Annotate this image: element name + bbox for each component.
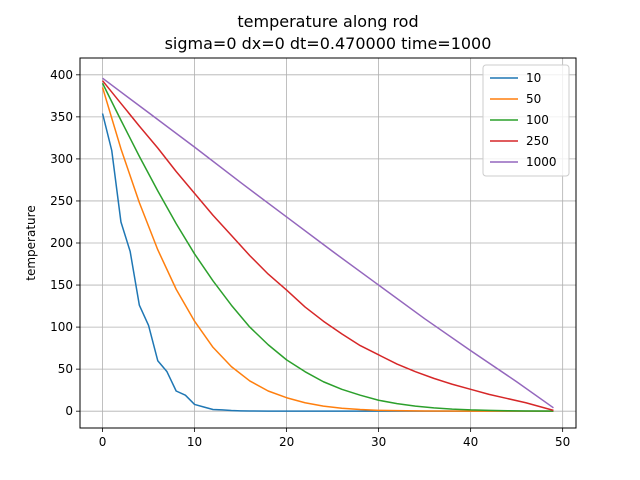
axis-ticks: 0 10 20 30 40 50 0 50 100 150 200 250 300 350 400 xyxy=(50,68,570,449)
series-lines xyxy=(101,77,554,412)
x-tick-label: 40 xyxy=(463,435,478,449)
y-tick-label: 400 xyxy=(50,68,73,82)
series-line-100 xyxy=(101,82,554,412)
grid-lines xyxy=(80,58,576,428)
legend: 10 50 100 250 1000 xyxy=(482,64,570,177)
x-tick-label: 10 xyxy=(187,435,202,449)
y-tick-label: 50 xyxy=(58,362,73,376)
series-line-10 xyxy=(101,113,554,412)
y-tick-label: 200 xyxy=(50,236,73,250)
y-tick-label: 250 xyxy=(50,194,73,208)
legend-label-50: 50 xyxy=(526,92,541,106)
chart-title-line1: temperature along rod xyxy=(237,12,418,31)
y-axis-label: temperature xyxy=(24,205,38,280)
series-line-50 xyxy=(101,87,554,412)
chart-title-line2: sigma=0 dx=0 dt=0.470000 time=1000 xyxy=(165,34,492,53)
series-line-250 xyxy=(101,80,554,412)
legend-label-10: 10 xyxy=(526,71,541,85)
y-tick-label: 150 xyxy=(50,278,73,292)
series-line-1000 xyxy=(102,77,554,409)
y-tick-label: 100 xyxy=(50,320,73,334)
y-tick-label: 350 xyxy=(50,110,73,124)
legend-label-100: 100 xyxy=(526,113,549,127)
y-tick-label: 0 xyxy=(65,404,73,418)
x-tick-label: 20 xyxy=(279,435,294,449)
y-tick-label: 300 xyxy=(50,152,73,166)
legend-label-250: 250 xyxy=(526,134,549,148)
x-tick-label: 50 xyxy=(555,435,570,449)
x-tick-label: 0 xyxy=(99,435,107,449)
plot-frame xyxy=(79,57,577,429)
x-tick-label: 30 xyxy=(371,435,386,449)
legend-label-1000: 1000 xyxy=(526,155,557,169)
legend-box xyxy=(482,64,570,177)
